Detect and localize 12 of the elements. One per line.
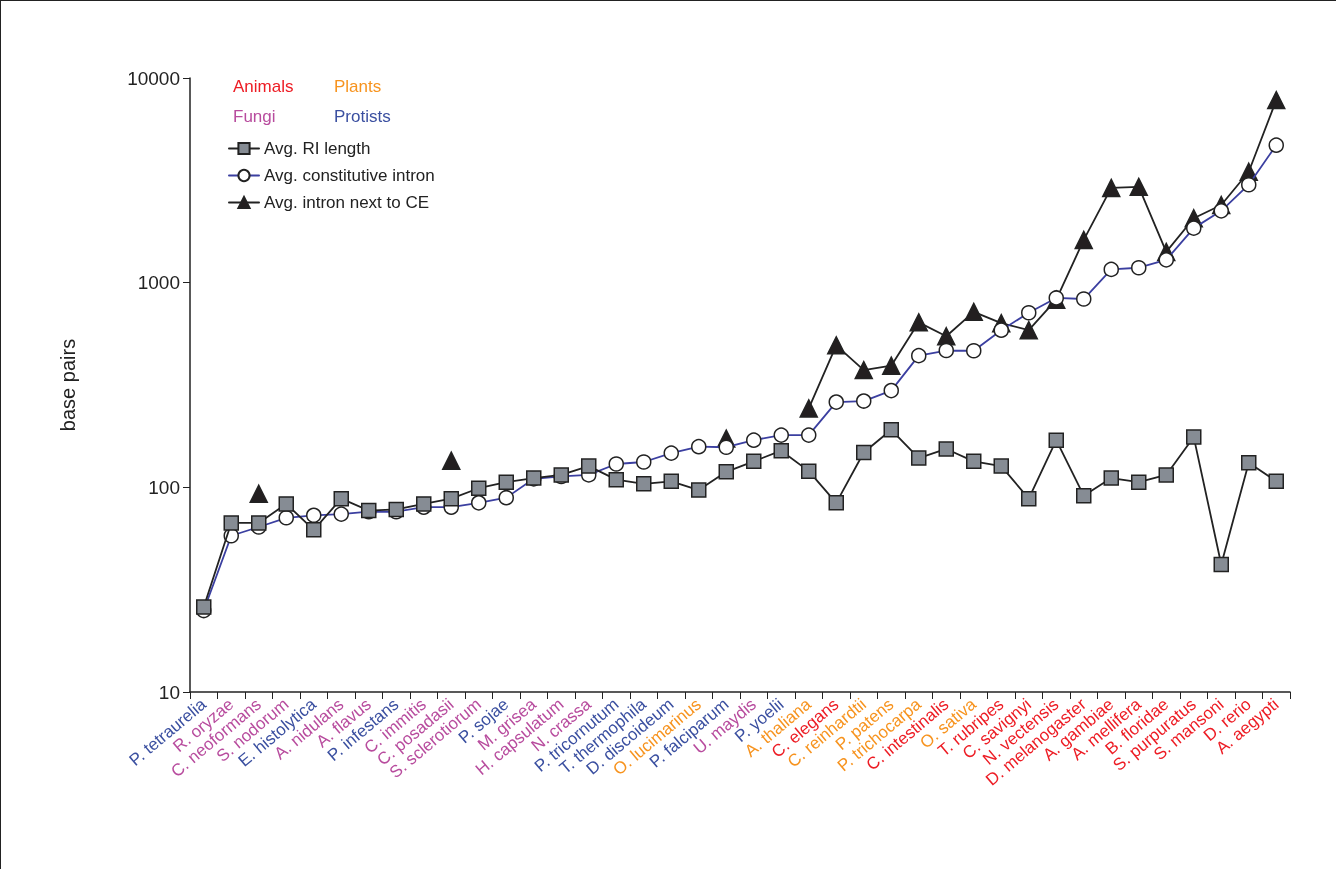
legend-label: Avg. RI length bbox=[264, 139, 371, 158]
y-tick-label: 10 bbox=[158, 681, 180, 703]
legend-label: Avg. constitutive intron bbox=[264, 166, 435, 185]
y-tick-label: 10000 bbox=[127, 67, 180, 89]
y-tick-label: 1000 bbox=[137, 272, 180, 294]
annotation: Plants bbox=[334, 77, 382, 96]
y-tick-label: 100 bbox=[148, 476, 180, 498]
legend-label: Avg. intron next to CE bbox=[264, 193, 430, 212]
annotation: Animals bbox=[233, 77, 294, 96]
y-axis-title: base pairs bbox=[57, 338, 79, 432]
annotation: Protists bbox=[334, 107, 391, 126]
annotation: Fungi bbox=[233, 107, 276, 126]
